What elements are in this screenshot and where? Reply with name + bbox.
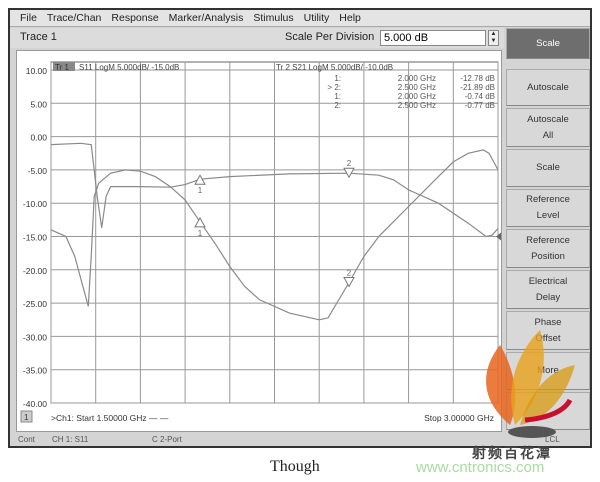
- menu-trace-chan[interactable]: Trace/Chan: [46, 12, 102, 24]
- y-tick-label: 0.00: [30, 133, 47, 143]
- scale-per-division-input[interactable]: [380, 30, 486, 46]
- y-tick-label: 10.00: [26, 66, 48, 76]
- scale-spinner[interactable]: ▲ ▼: [488, 30, 499, 46]
- marker-freq: 2.000 GHz: [398, 92, 436, 101]
- start-frequency: >Ch1: Start 1.50000 GHz — —: [51, 413, 169, 423]
- marker-label: 1: [198, 186, 203, 195]
- y-tick-label: -25.00: [23, 299, 47, 309]
- marker-id: 2:: [334, 101, 341, 110]
- trace1-badge-bg: [53, 62, 75, 71]
- status-cont: Cont: [18, 435, 35, 444]
- y-tick-label: -15.00: [23, 233, 47, 243]
- y-tick-label: -5.00: [28, 166, 48, 176]
- softkey-scale[interactable]: Scale: [506, 28, 590, 59]
- chart: 10.00 5.00 0.00 -5.00 -10.00 -15.00 -20.00 -25.…: [20, 61, 501, 423]
- softkey-autoscale[interactable]: Autoscale: [506, 69, 590, 106]
- marker-id: 1:: [334, 92, 341, 101]
- marker-triangle-s21: [343, 167, 355, 179]
- y-tick-label: -20.00: [23, 266, 47, 276]
- y-tick-label: -40.00: [23, 399, 47, 409]
- marker-triangle-s11: [194, 216, 206, 228]
- menu-response[interactable]: Response: [111, 12, 159, 24]
- watermark-text: 射频百花潭: [472, 445, 552, 461]
- stop-frequency: Stop 3.00000 GHz: [424, 413, 494, 423]
- marker-value: -21.89 dB: [460, 83, 495, 92]
- status-bar: Cont CH 1: S11 C 2-Port LCL: [10, 434, 590, 446]
- marker-freq: 2.000 GHz: [398, 74, 436, 83]
- marker-value: -0.74 dB: [465, 92, 495, 101]
- scale-per-division-label: Scale Per Division: [285, 31, 375, 43]
- y-tick-label: 5.00: [30, 99, 47, 109]
- softkey-autoscale-all[interactable]: Autoscale All: [506, 108, 590, 147]
- marker-freq: 2.500 GHz: [398, 101, 436, 110]
- plot-panel: 10.00 5.00 0.00 -5.00 -10.00 -15.00 -20.00 -25.…: [16, 50, 502, 432]
- marker-value: -0.77 dB: [465, 101, 495, 110]
- trace-s11: [50, 149, 499, 321]
- marker-label: 1: [198, 229, 203, 238]
- channel-badge: 1: [24, 413, 29, 422]
- channel-badge-bg: [20, 410, 33, 423]
- status-port: C 2-Port: [152, 435, 182, 444]
- marker-label: 2: [347, 268, 352, 277]
- marker-triangle-s11: [343, 276, 355, 288]
- reference-level-arrow-icon: [496, 232, 501, 241]
- y-tick-label: -35.00: [23, 366, 47, 376]
- marker-id: 1:: [334, 74, 341, 83]
- softkey-electrical-delay[interactable]: Electrical Delay: [506, 270, 590, 309]
- figure-caption: Though: [270, 458, 320, 475]
- marker-triangle-s21: [194, 174, 206, 185]
- softkey-panel: Scale Autoscale Autoscale All Scale Referenc…: [506, 28, 592, 430]
- trace-toolbar: Trace 1 Scale Per Division ▲▼: [10, 28, 504, 48]
- marker-value: -12.78 dB: [460, 74, 495, 83]
- trace1-header: S11 LogM 5.000dB/ -15.0dB: [79, 63, 179, 72]
- y-tick-label: -30.00: [23, 332, 47, 342]
- softkey-reference-level[interactable]: Reference Level: [506, 189, 590, 227]
- menu-file[interactable]: File: [20, 12, 37, 24]
- menu-bar: File Trace/Chan Response Marker/Analysis…: [10, 10, 590, 27]
- spin-up-icon[interactable]: ▲: [490, 31, 497, 37]
- vna-window: File Trace/Chan Response Marker/Analysis…: [8, 8, 592, 448]
- trace1-badge: Tr 1: [55, 63, 69, 72]
- status-channel: CH 1: S11: [52, 435, 89, 444]
- softkey-phase-offset[interactable]: Phase Offset: [506, 311, 590, 350]
- softkey-scale[interactable]: Scale: [506, 149, 590, 187]
- watermark-logo: [486, 330, 575, 438]
- menu-utility[interactable]: Utility: [303, 12, 330, 24]
- menu-marker-analysis[interactable]: Marker/Analysis: [168, 12, 244, 24]
- marker-label: 2: [347, 159, 352, 168]
- marker-id: > 2:: [327, 83, 341, 92]
- menu-help[interactable]: Help: [339, 12, 361, 24]
- spin-down-icon[interactable]: ▼: [490, 38, 497, 44]
- menu-stimulus[interactable]: Stimulus: [253, 12, 294, 24]
- y-tick-label: -10.00: [23, 199, 47, 209]
- status-lcl: LCL: [545, 435, 560, 444]
- trace-label: Trace 1: [20, 31, 57, 43]
- watermark-url: www.cntronics.com: [416, 459, 545, 476]
- trace2-header: Tr 2 S21 LogM 5.000dB/ -10.0dB: [276, 63, 393, 72]
- marker-freq: 2.500 GHz: [398, 83, 436, 92]
- softkey-reference-position[interactable]: Reference Position: [506, 229, 590, 268]
